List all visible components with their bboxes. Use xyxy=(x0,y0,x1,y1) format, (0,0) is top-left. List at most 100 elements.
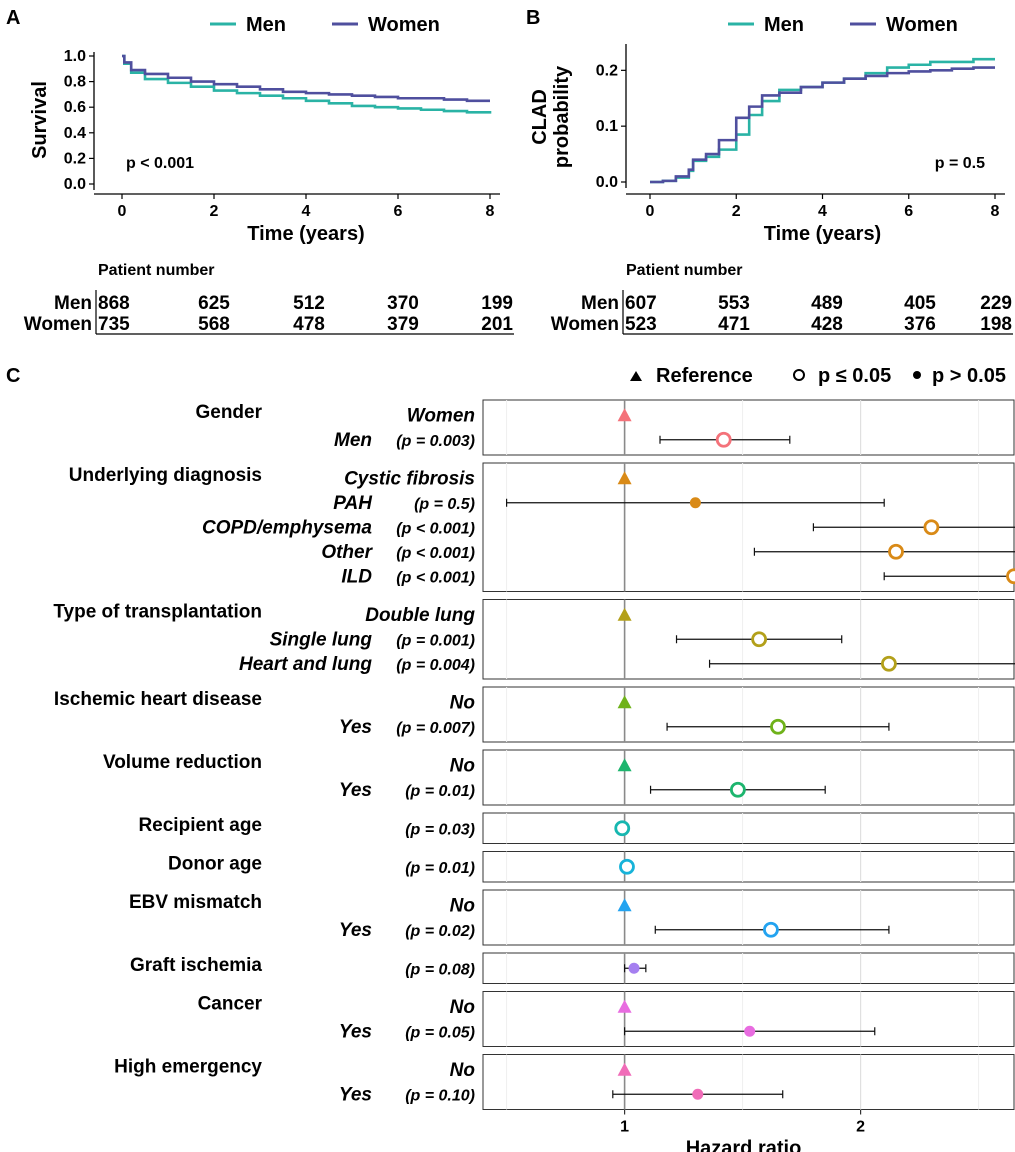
risk-cell: 523 xyxy=(625,314,657,335)
x-axis-label: Time (years) xyxy=(764,223,881,245)
y-tick-label: 0.1 xyxy=(596,118,618,135)
risk-cell: 370 xyxy=(387,293,419,314)
x-tick-label: 4 xyxy=(302,203,311,220)
forest-group-panel xyxy=(482,399,1015,456)
reference-triangle-marker xyxy=(617,758,632,772)
risk-cell: 489 xyxy=(811,293,843,314)
hazard-ratio-point-filled xyxy=(744,1025,756,1037)
forest-row-label: Cystic fibrosis xyxy=(344,468,475,489)
y-tick-label: 0.6 xyxy=(64,99,86,116)
p-value-annotation: p < 0.001 xyxy=(126,155,194,172)
reference-triangle-marker xyxy=(617,695,632,709)
legend-label-reference: Reference xyxy=(656,365,753,387)
forest-row-label: COPD/emphysema xyxy=(202,517,372,538)
forest-group-panel xyxy=(482,952,1015,984)
hazard-ratio-point-open xyxy=(770,718,786,735)
forest-group-label: Recipient age xyxy=(138,815,262,836)
forest-group-panel xyxy=(482,889,1015,946)
forest-group-panel xyxy=(482,851,1015,883)
y-tick-label: 0.2 xyxy=(596,62,618,79)
risk-row-label: Women xyxy=(551,314,619,335)
series-line-women xyxy=(650,66,995,184)
forest-row-p-value: (p = 0.02) xyxy=(405,923,475,940)
forest-group-label: Cancer xyxy=(198,994,263,1015)
risk-cell: 405 xyxy=(904,293,936,314)
forest-row-label: Yes xyxy=(339,920,372,941)
forest-row-label: PAH xyxy=(333,493,373,514)
reference-triangle-marker xyxy=(617,1062,632,1076)
reference-triangle-marker xyxy=(617,607,632,621)
forest-group-label: High emergency xyxy=(114,1057,262,1078)
forest-row-p-value: (p < 0.001) xyxy=(396,545,475,562)
risk-row-label: Men xyxy=(54,293,92,314)
risk-cell: 553 xyxy=(718,293,750,314)
forest-row-label: No xyxy=(450,692,475,713)
forest-row-label: Double lung xyxy=(365,605,475,626)
series-line-women xyxy=(122,54,490,103)
hazard-ratio-point-open xyxy=(751,631,768,648)
forest-row-p-value: (p = 0.01) xyxy=(405,860,475,877)
x-tick-label: 1 xyxy=(620,1119,629,1136)
reference-triangle-marker xyxy=(617,471,632,485)
risk-cell: 379 xyxy=(387,314,419,335)
x-tick-label: 2 xyxy=(732,203,741,220)
forest-group-label: Ischemic heart disease xyxy=(54,689,262,710)
y-tick-label: 0.8 xyxy=(64,74,86,91)
forest-group-panel xyxy=(482,686,1015,743)
x-tick-label: 2 xyxy=(856,1119,865,1136)
forest-row-p-value: (p < 0.001) xyxy=(396,569,475,586)
risk-cell: 199 xyxy=(481,293,513,314)
risk-cell: 229 xyxy=(980,293,1012,314)
hazard-ratio-point-open xyxy=(614,820,631,837)
forest-group-label: EBV mismatch xyxy=(129,892,262,913)
legend-triangle-icon xyxy=(630,371,642,381)
risk-cell: 512 xyxy=(293,293,325,314)
forest-row-label: Yes xyxy=(339,717,372,738)
x-tick-label: 0 xyxy=(646,203,655,220)
legend-label-women: Women xyxy=(368,14,440,36)
reference-triangle-marker xyxy=(617,898,632,912)
risk-cell: 201 xyxy=(481,314,513,335)
risk-cell: 376 xyxy=(904,314,936,335)
x-axis-label: Hazard ratio xyxy=(686,1138,802,1152)
forest-row-p-value: (p = 0.004) xyxy=(396,657,475,674)
risk-cell: 568 xyxy=(198,314,230,335)
forest-group-label: Graft ischemia xyxy=(130,955,262,976)
risk-cell: 735 xyxy=(98,314,130,335)
forest-row-p-value: (p = 0.5) xyxy=(414,496,475,513)
legend-label-nonsignificant: p > 0.05 xyxy=(932,365,1006,387)
forest-row-label: Single lung xyxy=(270,629,373,650)
forest-row-p-value: (p = 0.001) xyxy=(396,632,475,649)
reference-triangle-marker xyxy=(617,999,632,1013)
y-tick-label: 0.2 xyxy=(64,150,86,167)
forest-row-label: No xyxy=(450,1060,475,1081)
hazard-ratio-point-open xyxy=(923,519,940,536)
forest-group-label: Volume reduction xyxy=(103,752,262,773)
risk-cell: 471 xyxy=(718,314,750,335)
hazard-ratio-point-filled xyxy=(692,1088,704,1100)
y-axis-label: Survival xyxy=(29,81,51,159)
forest-row-p-value: (p < 0.001) xyxy=(396,520,475,537)
hazard-ratio-point-filled xyxy=(689,497,701,509)
forest-row-p-value: (p = 0.003) xyxy=(396,433,475,450)
legend-label-significant: p ≤ 0.05 xyxy=(818,365,891,387)
forest-row-p-value: (p = 0.10) xyxy=(405,1087,475,1104)
hazard-ratio-point-open xyxy=(888,543,904,560)
x-tick-label: 8 xyxy=(991,203,1000,220)
hazard-ratio-point-open xyxy=(881,655,897,672)
x-tick-label: 2 xyxy=(210,203,219,220)
forest-row-label: ILD xyxy=(341,566,372,587)
risk-row-label: Men xyxy=(581,293,619,314)
forest-group-panel xyxy=(482,1054,1015,1110)
forest-row-p-value: (p = 0.01) xyxy=(405,783,475,800)
legend-label-men: Men xyxy=(246,14,286,36)
hazard-ratio-point-open xyxy=(619,858,635,875)
forest-group-panel xyxy=(482,749,1015,806)
forest-row-p-value: (p = 0.007) xyxy=(396,720,475,737)
forest-row-label: Yes xyxy=(339,780,372,801)
hazard-ratio-point-open xyxy=(1006,568,1015,585)
legend-filled-circle-icon xyxy=(913,371,921,379)
x-tick-label: 8 xyxy=(486,203,495,220)
risk-row-label: Women xyxy=(24,314,92,335)
x-axis-label: Time (years) xyxy=(247,223,364,245)
